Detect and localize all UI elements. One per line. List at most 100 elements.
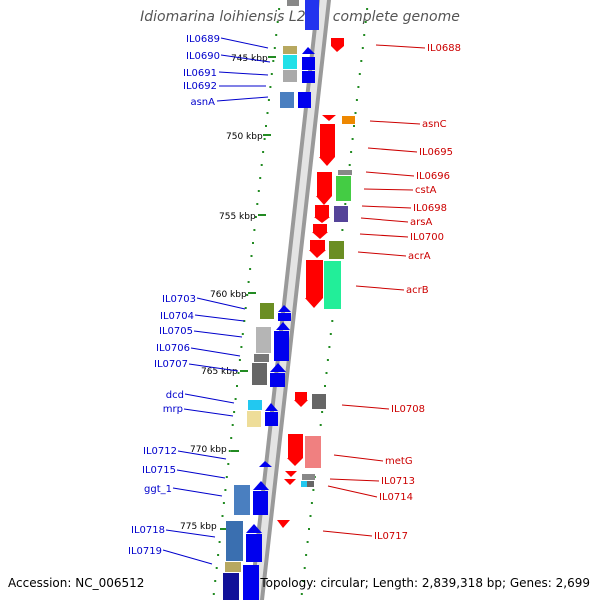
gene-label[interactable]: mrp — [163, 404, 183, 415]
gene-label[interactable]: IL0707 — [154, 359, 188, 370]
gene-feature[interactable] — [253, 491, 268, 515]
gene-label[interactable]: IL0689 — [186, 34, 220, 45]
gene-feature[interactable] — [278, 313, 291, 321]
gene-label[interactable]: IL0712 — [143, 446, 177, 457]
gene-label[interactable]: IL0691 — [183, 68, 217, 79]
gene-feature[interactable] — [302, 474, 315, 480]
gene-feature[interactable] — [316, 196, 332, 205]
gene-label[interactable]: IL0688 — [427, 43, 461, 54]
gene-feature[interactable] — [283, 55, 297, 69]
gene-label[interactable]: asnA — [190, 97, 215, 108]
gene-label[interactable]: IL0719 — [128, 546, 162, 557]
gene-label[interactable]: ggt_1 — [144, 484, 172, 495]
gene-feature[interactable] — [243, 565, 259, 600]
gene-feature[interactable] — [305, 298, 323, 308]
gene-feature[interactable] — [298, 92, 311, 108]
gene-feature[interactable] — [284, 479, 296, 485]
gene-feature[interactable] — [246, 524, 262, 533]
gene-feature[interactable] — [274, 331, 289, 361]
gene-feature[interactable] — [312, 394, 326, 409]
track-dot — [237, 372, 240, 374]
gene-feature[interactable] — [259, 461, 272, 467]
gene-label[interactable]: IL0703 — [162, 294, 196, 305]
gene-feature[interactable] — [265, 412, 278, 426]
gene-feature[interactable] — [276, 322, 290, 330]
gene-feature[interactable] — [301, 481, 307, 487]
gene-feature[interactable] — [322, 115, 336, 121]
gene-feature[interactable] — [223, 573, 239, 600]
gene-feature[interactable] — [283, 70, 297, 82]
gene-label[interactable]: IL0708 — [391, 404, 425, 415]
gene-feature[interactable] — [225, 562, 241, 572]
gene-feature[interactable] — [302, 57, 315, 70]
gene-feature[interactable] — [309, 250, 326, 258]
gene-label[interactable]: IL0700 — [410, 232, 444, 243]
gene-feature[interactable] — [338, 170, 352, 175]
gene-feature[interactable] — [331, 38, 344, 46]
gene-feature[interactable] — [331, 46, 344, 52]
gene-feature[interactable] — [252, 363, 267, 385]
gene-label[interactable]: IL0713 — [381, 476, 415, 487]
gene-label[interactable]: IL0695 — [419, 147, 453, 158]
gene-feature[interactable] — [305, 0, 319, 30]
gene-feature[interactable] — [248, 400, 262, 410]
gene-feature[interactable] — [302, 71, 315, 83]
gene-feature[interactable] — [312, 232, 328, 239]
gene-feature[interactable] — [256, 327, 271, 353]
gene-feature[interactable] — [270, 363, 286, 372]
gene-label[interactable]: IL0717 — [374, 531, 408, 542]
gene-feature[interactable] — [246, 534, 262, 562]
gene-feature[interactable] — [313, 224, 327, 232]
gene-label[interactable]: IL0698 — [413, 203, 447, 214]
gene-label[interactable]: asnC — [422, 119, 447, 130]
gene-label[interactable]: metG — [385, 456, 413, 467]
gene-label[interactable]: IL0690 — [186, 51, 220, 62]
gene-feature[interactable] — [342, 116, 355, 124]
gene-label[interactable]: dcd — [166, 390, 184, 401]
gene-feature[interactable] — [336, 176, 351, 201]
gene-feature[interactable] — [314, 217, 330, 223]
gene-feature[interactable] — [265, 403, 278, 411]
gene-feature[interactable] — [287, 458, 303, 466]
gene-feature[interactable] — [294, 400, 308, 407]
gene-feature[interactable] — [277, 520, 290, 528]
gene-feature[interactable] — [287, 0, 299, 6]
gene-label[interactable]: IL0718 — [131, 525, 165, 536]
gene-feature[interactable] — [283, 46, 297, 54]
gene-feature[interactable] — [288, 434, 303, 458]
gene-feature[interactable] — [319, 157, 335, 166]
gene-feature[interactable] — [334, 206, 348, 222]
gene-feature[interactable] — [329, 241, 344, 259]
gene-feature[interactable] — [270, 373, 285, 387]
gene-feature[interactable] — [307, 481, 314, 487]
gene-feature[interactable] — [280, 92, 294, 108]
gene-feature[interactable] — [324, 261, 341, 309]
gene-feature[interactable] — [285, 471, 297, 477]
gene-label[interactable]: IL0705 — [159, 326, 193, 337]
gene-label[interactable]: IL0714 — [379, 492, 413, 503]
gene-feature[interactable] — [226, 521, 243, 561]
gene-feature[interactable] — [315, 205, 329, 217]
gene-label[interactable]: acrA — [408, 251, 431, 262]
gene-feature[interactable] — [317, 172, 332, 196]
gene-feature[interactable] — [305, 436, 321, 468]
gene-feature[interactable] — [295, 392, 307, 400]
gene-feature[interactable] — [320, 124, 335, 157]
gene-feature[interactable] — [302, 47, 315, 54]
gene-feature[interactable] — [254, 354, 269, 362]
gene-feature[interactable] — [253, 481, 269, 490]
gene-label[interactable]: IL0692 — [183, 81, 217, 92]
gene-feature[interactable] — [260, 303, 274, 319]
gene-feature[interactable] — [247, 411, 261, 427]
gene-label[interactable]: cstA — [415, 185, 437, 196]
gene-label[interactable]: IL0704 — [160, 311, 194, 322]
gene-feature[interactable] — [234, 485, 250, 515]
gene-feature[interactable] — [306, 260, 323, 298]
gene-feature[interactable] — [310, 240, 325, 250]
gene-label[interactable]: IL0715 — [142, 465, 176, 476]
gene-label[interactable]: IL0706 — [156, 343, 190, 354]
gene-label[interactable]: arsA — [410, 217, 432, 228]
gene-feature[interactable] — [278, 305, 291, 312]
gene-label[interactable]: IL0696 — [416, 171, 450, 182]
gene-label[interactable]: acrB — [406, 285, 429, 296]
